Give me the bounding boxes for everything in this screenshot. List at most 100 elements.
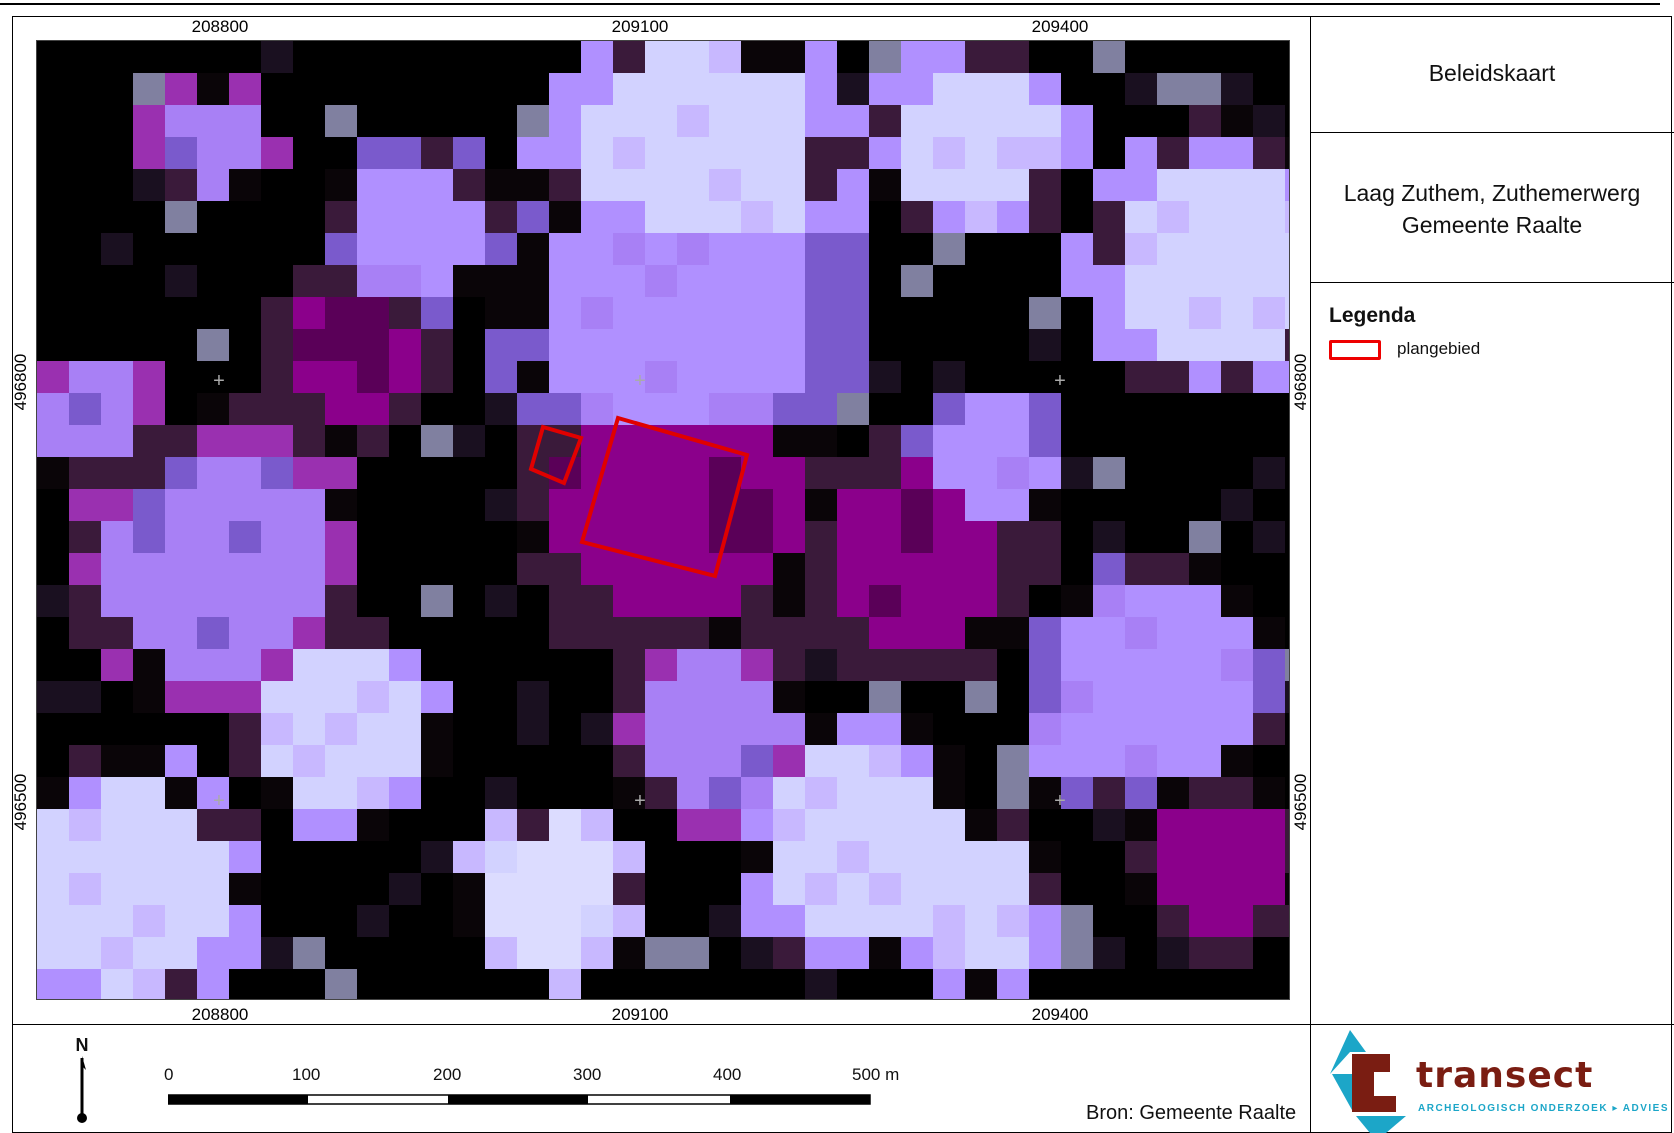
raster-cell <box>69 937 101 969</box>
raster-cell <box>325 905 357 937</box>
raster-cell <box>37 873 69 905</box>
raster-cell <box>933 489 965 521</box>
raster-cell <box>197 777 229 809</box>
raster-cell <box>1157 457 1189 489</box>
raster-cell <box>581 649 613 681</box>
raster-cell <box>549 169 581 201</box>
raster-cell <box>517 617 549 649</box>
raster-cell <box>485 393 517 425</box>
raster-cell <box>1157 297 1189 329</box>
raster-cell <box>613 745 645 777</box>
raster-cell <box>965 137 997 169</box>
raster-cell <box>325 745 357 777</box>
raster-cell <box>901 841 933 873</box>
raster-cell <box>613 649 645 681</box>
raster-cell <box>933 201 965 233</box>
raster-cell <box>261 745 293 777</box>
raster-cell <box>453 777 485 809</box>
raster-cell <box>741 905 773 937</box>
raster-cell <box>37 393 69 425</box>
raster-cell <box>69 969 101 999</box>
raster-cell <box>325 649 357 681</box>
raster-cell <box>229 617 261 649</box>
raster-cell <box>1061 329 1093 361</box>
raster-cell <box>37 265 69 297</box>
raster-cell <box>1093 489 1125 521</box>
raster-cell <box>901 105 933 137</box>
raster-cell <box>453 41 485 73</box>
raster-cell <box>1029 777 1061 809</box>
raster-cell <box>837 969 869 999</box>
raster-cell <box>773 617 805 649</box>
raster-cell <box>901 905 933 937</box>
raster-cell <box>101 425 133 457</box>
raster-cell <box>421 937 453 969</box>
raster-cell <box>773 265 805 297</box>
raster-cell <box>37 777 69 809</box>
raster-cell <box>517 489 549 521</box>
raster-cell <box>1253 969 1285 999</box>
raster-cell <box>645 969 677 999</box>
raster-cell <box>837 585 869 617</box>
raster-cell <box>1093 777 1125 809</box>
raster-cell <box>517 169 549 201</box>
raster-cell <box>677 713 709 745</box>
raster-cell <box>101 105 133 137</box>
raster-cell <box>1125 809 1157 841</box>
raster-cell <box>1221 969 1253 999</box>
raster-cell <box>485 201 517 233</box>
raster-cell <box>901 137 933 169</box>
raster-cell <box>933 361 965 393</box>
raster-cell <box>133 617 165 649</box>
raster-cell <box>37 713 69 745</box>
raster-cell <box>133 393 165 425</box>
raster-cell <box>709 233 741 265</box>
raster-cell <box>677 649 709 681</box>
raster-cell <box>1285 137 1289 169</box>
raster-cell <box>645 489 677 521</box>
raster-cell <box>581 713 613 745</box>
raster-cell <box>133 361 165 393</box>
map-raster[interactable] <box>36 40 1290 1000</box>
raster-cell <box>1029 361 1061 393</box>
raster-cell <box>229 649 261 681</box>
raster-cell <box>517 969 549 999</box>
raster-cell <box>389 489 421 521</box>
raster-cell <box>965 553 997 585</box>
raster-cell <box>485 745 517 777</box>
raster-cell <box>517 873 549 905</box>
raster-cell <box>517 521 549 553</box>
raster-cell <box>1125 905 1157 937</box>
raster-cell <box>485 937 517 969</box>
raster-cell <box>37 41 69 73</box>
raster-cell <box>421 425 453 457</box>
raster-cell <box>389 137 421 169</box>
raster-cell <box>37 489 69 521</box>
raster-cell <box>965 393 997 425</box>
raster-cell <box>261 297 293 329</box>
raster-cell <box>1061 41 1093 73</box>
raster-cell <box>869 905 901 937</box>
raster-cell <box>837 841 869 873</box>
raster-cell <box>325 425 357 457</box>
raster-cell <box>1093 617 1125 649</box>
raster-cell <box>101 969 133 999</box>
raster-cell <box>1157 521 1189 553</box>
raster-cell <box>677 777 709 809</box>
raster-cell <box>805 137 837 169</box>
raster-cell <box>773 233 805 265</box>
raster-cell <box>1285 521 1289 553</box>
raster-cell <box>293 457 325 489</box>
raster-cell <box>869 297 901 329</box>
raster-cell <box>1221 457 1253 489</box>
raster-cell <box>101 649 133 681</box>
raster-cell <box>645 233 677 265</box>
raster-cell <box>357 425 389 457</box>
raster-cell <box>325 137 357 169</box>
raster-cell <box>261 873 293 905</box>
raster-cell <box>741 297 773 329</box>
raster-cell <box>741 969 773 999</box>
raster-cell <box>133 745 165 777</box>
raster-cell <box>517 681 549 713</box>
raster-cell <box>549 585 581 617</box>
